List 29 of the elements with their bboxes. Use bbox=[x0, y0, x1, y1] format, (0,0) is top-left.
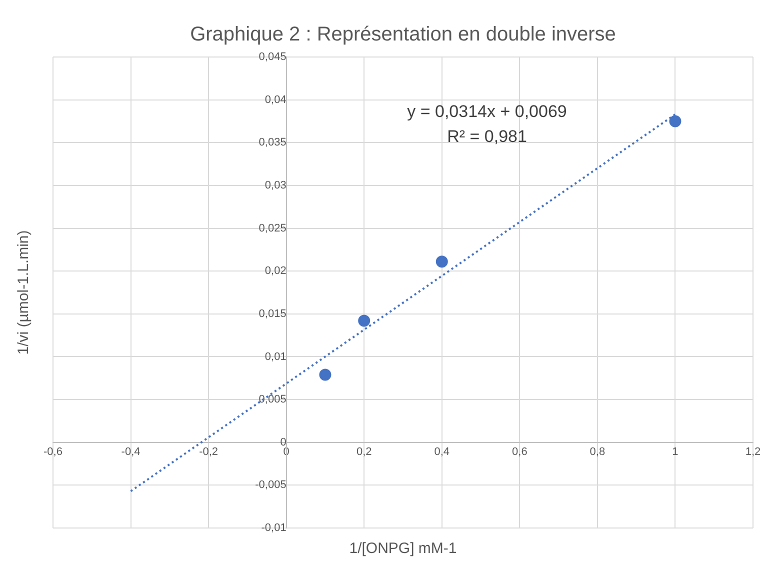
x-axis-title: 1/[ONPG] mM-1 bbox=[349, 540, 457, 557]
y-tick-label: 0,015 bbox=[258, 308, 286, 320]
y-tick-label: 0,02 bbox=[264, 265, 286, 278]
y-tick-label: 0,025 bbox=[258, 222, 286, 234]
point bbox=[669, 115, 682, 128]
y-tick-label: 0,035 bbox=[258, 136, 286, 149]
annotation: y = 0,0314x + 0,0069 bbox=[407, 102, 567, 121]
x-tick-label: -0,6 bbox=[44, 446, 62, 458]
x-tick-label: 1,2 bbox=[745, 446, 761, 458]
y-tick-label: 0,01 bbox=[264, 350, 286, 363]
y-tick-label: 0,04 bbox=[264, 94, 286, 106]
x-tick-label: -0,2 bbox=[199, 446, 218, 458]
y-tick-label: 0,045 bbox=[258, 51, 286, 64]
chart-title: Graphique 2 : Représentation en double inverse bbox=[190, 24, 616, 46]
x-tick-label: -0,4 bbox=[121, 446, 140, 458]
y-tick-label: 0 bbox=[280, 436, 286, 448]
point bbox=[436, 256, 448, 268]
y-tick-label: -0,01 bbox=[261, 522, 286, 534]
x-tick-label: 0,6 bbox=[512, 446, 528, 458]
point bbox=[319, 368, 332, 381]
y-axis-title: 1/vi (µmol-1.L.min) bbox=[15, 230, 32, 355]
annotation: R² = 0,981 bbox=[447, 127, 527, 146]
x-tick-label: 0,4 bbox=[434, 446, 450, 458]
y-tick-label: -0,005 bbox=[255, 479, 286, 492]
point bbox=[358, 314, 370, 327]
x-tick-label: 1 bbox=[672, 446, 678, 458]
x-tick-label: 0,8 bbox=[590, 446, 606, 458]
y-tick-label: 0,03 bbox=[264, 179, 286, 192]
x-tick-label: 0,2 bbox=[356, 446, 372, 458]
